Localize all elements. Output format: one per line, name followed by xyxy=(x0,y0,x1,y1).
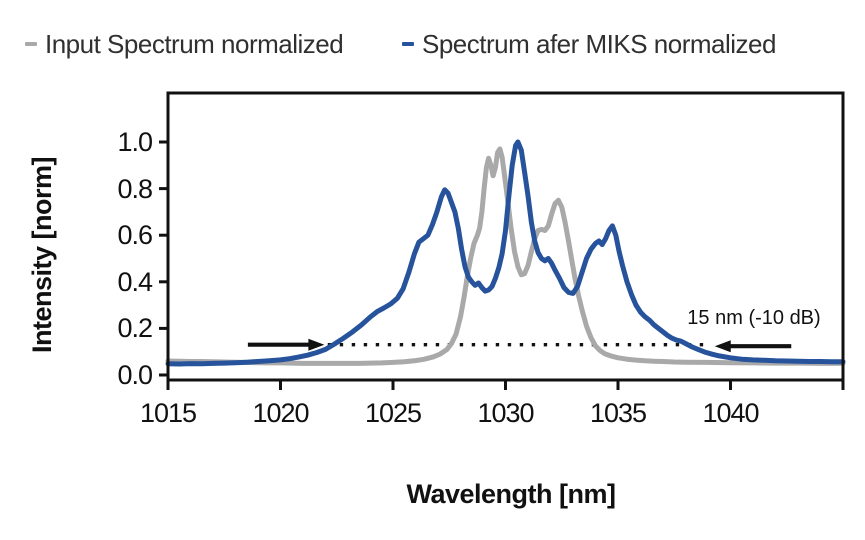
legend-item-miks-spectrum: Spectrum afer MIKS normalized xyxy=(402,28,776,60)
y-tick-label: 1.0 xyxy=(117,127,153,157)
series-line-miks-spectrum xyxy=(165,139,846,367)
x-tick-label: 1030 xyxy=(477,398,534,428)
x-tick-label: 1035 xyxy=(589,398,647,428)
legend-marker-input-spectrum-icon xyxy=(25,42,37,46)
x-axis-title: Wavelength [nm] xyxy=(406,479,616,509)
y-tick-label: 0.0 xyxy=(117,360,153,390)
y-tick-label: 0.2 xyxy=(117,313,153,344)
legend-item-input-spectrum: Input Spectrum normalized xyxy=(25,28,344,60)
legend-marker-miks-spectrum-icon xyxy=(402,42,414,46)
x-tick-label: 1040 xyxy=(702,398,759,428)
y-tick-label: 0.6 xyxy=(117,220,153,251)
series-line-input-spectrum xyxy=(165,146,846,366)
x-tick-label: 1025 xyxy=(364,398,422,428)
bandwidth-annotation: 15 nm (-10 dB) xyxy=(687,307,821,329)
legend-label-miks-spectrum: Spectrum afer MIKS normalized xyxy=(422,28,776,59)
right-arrow-icon-head xyxy=(714,340,731,353)
y-tick-label: 0.8 xyxy=(117,173,153,204)
left-arrow-icon-head xyxy=(308,338,325,351)
legend-label-input-spectrum: Input Spectrum normalized xyxy=(45,28,344,59)
legend: Input Spectrum normalized Spectrum afer … xyxy=(0,28,865,60)
x-tick-label: 1015 xyxy=(139,398,197,428)
y-tick-label: 0.4 xyxy=(117,266,153,297)
x-tick-label: 1020 xyxy=(252,398,309,428)
